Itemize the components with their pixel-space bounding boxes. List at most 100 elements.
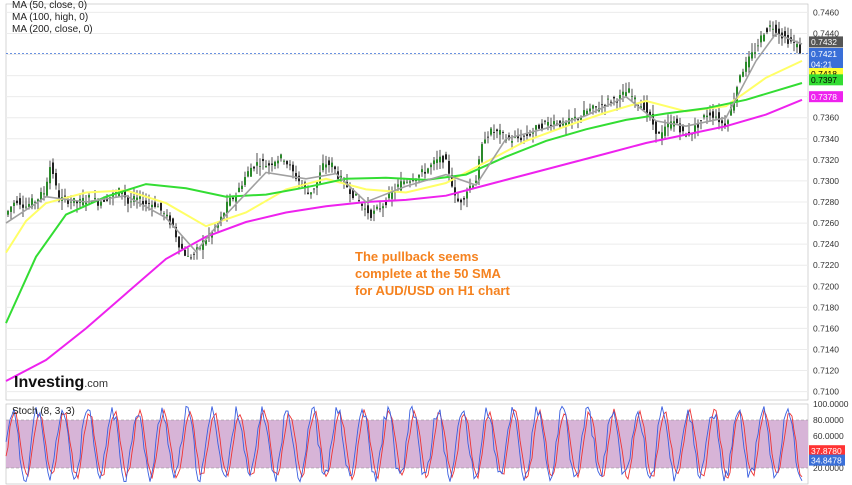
candle-body <box>46 181 48 196</box>
candle-body <box>49 167 51 184</box>
candle-body <box>787 34 789 44</box>
candle-body <box>721 120 723 124</box>
candle-body <box>502 132 504 133</box>
ma-line-3 <box>5 32 803 253</box>
candle-body <box>109 196 111 198</box>
candle-body <box>472 185 474 188</box>
candle-body <box>796 43 798 48</box>
candle-body <box>181 243 183 249</box>
candle-body <box>85 201 87 205</box>
y-tick-label-6: 0.7340 <box>813 134 839 144</box>
y-tick-label-13: 0.7200 <box>813 281 839 291</box>
candle-body <box>466 191 468 199</box>
candle-body <box>448 160 450 174</box>
candle-body <box>283 160 285 162</box>
candle-body <box>190 257 192 259</box>
candle-body <box>241 185 243 190</box>
ma-line-0 <box>5 59 803 254</box>
candle-body <box>784 31 786 37</box>
candle-body <box>262 159 264 162</box>
candle-body <box>664 126 666 136</box>
candle-body <box>511 141 513 143</box>
candle-body <box>523 135 525 137</box>
candle-body <box>13 202 15 206</box>
candle-body <box>619 95 621 99</box>
y-tick-label-8: 0.7300 <box>813 176 839 186</box>
y-tick-label-16: 0.7140 <box>813 344 839 354</box>
y-tick-label-18: 0.7100 <box>813 387 839 397</box>
candle-body <box>376 206 378 209</box>
y-tick-label-14: 0.7180 <box>813 302 839 312</box>
price-tag-label-1: 0.7421 <box>811 49 837 59</box>
stochastic-title: Stoch (8, 3, 3) <box>12 406 75 417</box>
candle-body <box>313 188 315 190</box>
candle-body <box>793 42 795 43</box>
candle-body <box>583 110 585 116</box>
candle-body <box>265 165 267 168</box>
candle-body <box>532 132 534 134</box>
candle-body <box>310 192 312 195</box>
candle-body <box>646 102 648 114</box>
candle-body <box>382 206 384 209</box>
candle-body <box>742 71 744 77</box>
candle-body <box>745 61 747 72</box>
candle-body <box>145 200 147 204</box>
candle-body <box>727 120 729 124</box>
candle-body <box>565 122 567 126</box>
candle-body <box>235 195 237 202</box>
candle-body <box>232 197 234 200</box>
price-tag-bg-2 <box>809 58 843 70</box>
candle-body <box>694 125 696 134</box>
candle-body <box>412 179 414 181</box>
candle-body <box>676 118 678 124</box>
candle-body <box>409 181 411 183</box>
candle-body <box>715 116 717 118</box>
candle-body <box>142 201 144 206</box>
candle-body <box>355 193 357 196</box>
candle-body <box>427 168 429 173</box>
candle-body <box>352 188 354 198</box>
price-tag-bg-3 <box>809 68 843 80</box>
candle-body <box>700 120 702 122</box>
candle-body <box>10 206 12 212</box>
candle-body <box>199 247 201 249</box>
candle-body <box>454 187 456 196</box>
price-tag-label-5: 0.7378 <box>811 92 837 102</box>
candle-body <box>292 164 294 172</box>
price-tag-label-4: 0.7397 <box>811 75 837 85</box>
candle-body <box>244 177 246 185</box>
candle-body <box>34 201 36 203</box>
ma-line-1 <box>5 82 803 324</box>
stoch-y-tick-4: 20.0000 <box>813 463 844 473</box>
candle-body <box>76 201 78 204</box>
annotation-line-3: for AUD/USD on H1 chart <box>355 283 510 298</box>
candle-body <box>538 124 540 129</box>
candle-body <box>25 206 27 208</box>
candle-body <box>55 173 57 186</box>
candle-body <box>40 192 42 201</box>
candle-body <box>610 101 612 103</box>
candle-body <box>253 166 255 169</box>
candle-body <box>541 123 543 129</box>
candle-body <box>655 120 657 134</box>
candle-body <box>52 162 54 174</box>
stoch-y-tick-2: 60.0000 <box>813 431 844 441</box>
candle-body <box>667 123 669 128</box>
candle-body <box>226 201 228 214</box>
candle-body <box>280 154 282 159</box>
candle-body <box>322 163 324 171</box>
candle-body <box>307 192 309 194</box>
candle-body <box>328 160 330 166</box>
candle-body <box>193 253 195 255</box>
price-tag-bg-5 <box>809 91 843 103</box>
candle-body <box>748 56 750 68</box>
candle-body <box>442 155 444 163</box>
candle-body <box>31 198 33 208</box>
candle-body <box>334 166 336 170</box>
candle-body <box>94 197 96 200</box>
y-tick-label-5: 0.7360 <box>813 113 839 123</box>
candle-body <box>391 191 393 199</box>
candle-body <box>514 136 516 138</box>
legend-ma50: MA (50, close, 0) <box>12 0 88 11</box>
candle-body <box>553 121 555 125</box>
